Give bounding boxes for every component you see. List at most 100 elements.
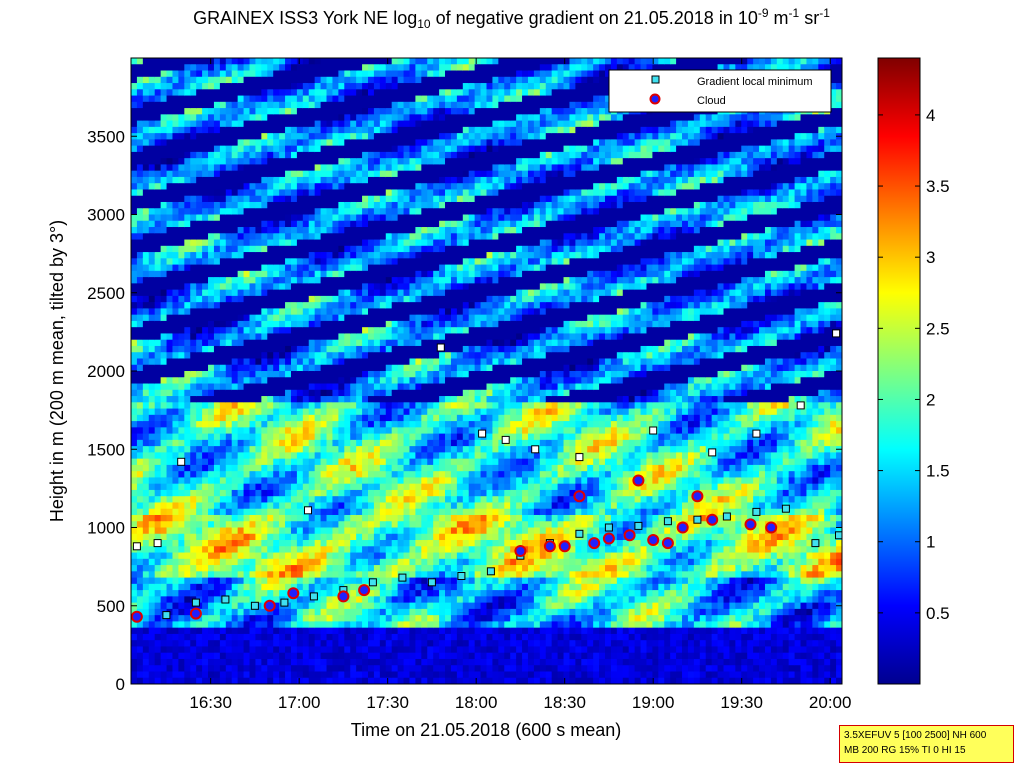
heatmap-cell bbox=[415, 477, 422, 485]
heatmap-cell bbox=[243, 158, 251, 166]
heatmap-cell bbox=[326, 183, 334, 191]
heatmap-cell bbox=[403, 164, 411, 172]
heatmap-cell bbox=[202, 308, 209, 316]
heatmap-cell bbox=[237, 590, 245, 597]
heatmap-cell bbox=[154, 352, 162, 360]
heatmap-cell bbox=[320, 89, 328, 97]
heatmap-cell bbox=[196, 571, 203, 579]
heatmap-cell bbox=[362, 540, 369, 547]
heatmap-cell bbox=[196, 220, 203, 228]
heatmap-cell bbox=[172, 189, 179, 197]
heatmap-cell bbox=[320, 302, 328, 309]
heatmap-cell bbox=[350, 590, 357, 597]
heatmap-cell bbox=[409, 414, 416, 422]
heatmap-cell bbox=[356, 89, 363, 97]
heatmap-cell bbox=[267, 126, 274, 134]
heatmap-cell bbox=[373, 364, 381, 372]
heatmap-cell bbox=[391, 295, 399, 303]
heatmap-cell bbox=[332, 396, 339, 403]
heatmap-cell bbox=[148, 139, 156, 147]
heatmap-cell bbox=[154, 195, 162, 203]
heatmap-cell bbox=[202, 521, 209, 529]
heatmap-cell bbox=[350, 652, 357, 660]
heatmap-cell bbox=[302, 70, 310, 78]
heatmap-cell bbox=[219, 615, 227, 622]
heatmap-cell bbox=[225, 452, 233, 460]
heatmap-cell bbox=[314, 126, 322, 134]
heatmap-cell bbox=[397, 665, 405, 673]
heatmap-cell bbox=[296, 521, 304, 529]
heatmap-cell bbox=[267, 239, 274, 247]
heatmap-cell bbox=[285, 327, 292, 335]
heatmap-cell bbox=[160, 483, 168, 491]
heatmap-cell bbox=[302, 371, 310, 378]
heatmap-cell bbox=[338, 252, 345, 259]
heatmap-cell bbox=[196, 658, 203, 666]
heatmap-cell bbox=[391, 76, 399, 84]
heatmap-cell bbox=[154, 333, 162, 341]
heatmap-cell bbox=[385, 521, 393, 529]
heatmap-cell bbox=[184, 633, 191, 641]
heatmap-cell bbox=[249, 220, 257, 228]
heatmap-cell bbox=[267, 615, 274, 622]
heatmap-cell bbox=[356, 464, 363, 472]
heatmap-cell bbox=[379, 433, 387, 441]
heatmap-cell bbox=[285, 208, 292, 216]
heatmap-cell bbox=[131, 508, 138, 516]
heatmap-cell bbox=[255, 489, 262, 497]
heatmap-cell bbox=[397, 208, 405, 216]
heatmap-cell bbox=[249, 458, 257, 466]
heatmap-cell bbox=[421, 427, 428, 435]
heatmap-cell bbox=[213, 364, 221, 372]
heatmap-cell bbox=[379, 402, 387, 410]
heatmap-cell bbox=[208, 452, 215, 460]
heatmap-cell bbox=[308, 245, 316, 253]
heatmap-cell bbox=[190, 371, 197, 378]
heatmap-cell bbox=[213, 583, 221, 591]
heatmap-cell bbox=[290, 139, 298, 147]
heatmap-cell bbox=[154, 239, 162, 247]
heatmap-cell bbox=[308, 621, 316, 629]
heatmap-cell bbox=[243, 120, 251, 128]
heatmap-cell bbox=[249, 621, 257, 629]
heatmap-cell bbox=[296, 333, 304, 341]
heatmap-cell bbox=[255, 571, 262, 579]
heatmap-cell bbox=[172, 389, 179, 397]
heatmap-cell bbox=[302, 76, 310, 84]
heatmap-cell bbox=[344, 364, 351, 372]
heatmap-cell bbox=[249, 95, 257, 103]
heatmap-cell bbox=[279, 220, 286, 228]
heatmap-cell bbox=[172, 377, 179, 385]
heatmap-cell bbox=[285, 64, 292, 72]
heatmap-cell bbox=[231, 540, 239, 547]
heatmap-cell bbox=[409, 133, 416, 140]
heatmap-cell bbox=[285, 227, 292, 234]
heatmap-cell bbox=[362, 345, 369, 353]
heatmap-cell bbox=[285, 633, 292, 641]
heatmap-cell bbox=[320, 208, 328, 216]
heatmap-cell bbox=[196, 496, 203, 504]
heatmap-cell bbox=[255, 540, 262, 547]
heatmap-cell bbox=[285, 583, 292, 591]
heatmap-cell bbox=[373, 414, 381, 422]
heatmap-cell bbox=[308, 583, 316, 591]
heatmap-cell bbox=[314, 583, 322, 591]
heatmap-cell bbox=[296, 364, 304, 372]
heatmap-cell bbox=[397, 677, 405, 684]
heatmap-cell bbox=[421, 514, 428, 522]
heatmap-cell bbox=[190, 145, 197, 153]
heatmap-cell bbox=[154, 546, 162, 554]
heatmap-cell bbox=[320, 133, 328, 140]
heatmap-cell bbox=[397, 427, 405, 435]
heatmap-cell bbox=[160, 364, 168, 372]
heatmap-cell bbox=[243, 602, 251, 610]
heatmap-cell bbox=[178, 58, 185, 65]
heatmap-cell bbox=[373, 527, 381, 535]
heatmap-cell bbox=[362, 652, 369, 660]
heatmap-cell bbox=[373, 264, 381, 272]
heatmap-cell bbox=[373, 145, 381, 153]
heatmap-cell bbox=[213, 95, 221, 103]
heatmap-cell bbox=[285, 120, 292, 128]
heatmap-cell bbox=[320, 471, 328, 479]
heatmap-cell bbox=[160, 571, 168, 579]
